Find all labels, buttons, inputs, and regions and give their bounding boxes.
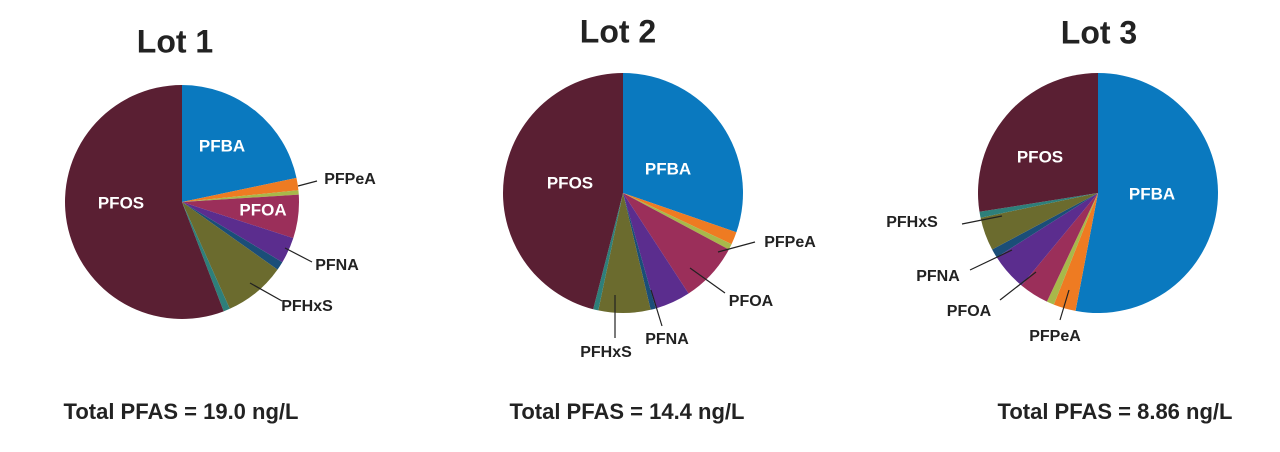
pie-slice xyxy=(1021,193,1098,302)
pie-slice xyxy=(623,193,737,245)
leader-line xyxy=(999,271,1037,301)
leader-line xyxy=(969,249,1013,271)
chart-title: Lot 1 xyxy=(137,23,213,59)
chart-title: Lot 2 xyxy=(580,13,656,49)
pie-slice xyxy=(996,193,1098,286)
slice-label: PFNA xyxy=(645,331,689,348)
pie-slice xyxy=(593,193,623,311)
leader-line xyxy=(689,267,726,294)
slice-label: PFOS xyxy=(1017,147,1063,166)
pie-slice xyxy=(1053,193,1098,311)
pie-slice xyxy=(182,202,230,312)
chart-subtitle: Total PFAS = 8.86 ng/L xyxy=(998,399,1233,424)
leader-line xyxy=(961,215,1003,225)
pie-slice xyxy=(992,193,1098,258)
leader-line xyxy=(650,289,663,327)
pie-slice xyxy=(182,202,283,270)
pie-slice xyxy=(502,73,623,310)
slice-label: PFHxS xyxy=(281,298,333,315)
slice-label: PFOA xyxy=(947,303,992,320)
pie-slice xyxy=(623,193,689,309)
pie-slice xyxy=(1075,73,1218,313)
pie-slice xyxy=(623,193,729,294)
slice-label: PFPeA xyxy=(764,234,816,251)
pie-slice xyxy=(980,193,1098,250)
slice-label: PFOS xyxy=(547,173,593,192)
slice-label: PFBA xyxy=(1129,184,1175,203)
slice-label: PFNA xyxy=(916,268,960,285)
leader-line xyxy=(249,282,283,302)
slice-label: PFOA xyxy=(239,200,286,219)
pie-slice xyxy=(623,193,732,250)
chart-subtitle: Total PFAS = 14.4 ng/L xyxy=(510,399,745,424)
leader-line xyxy=(717,241,756,253)
pie-slice xyxy=(598,193,651,313)
slice-label: PFPeA xyxy=(1029,328,1081,345)
pie-slice xyxy=(182,194,299,239)
slice-label: PFHxS xyxy=(886,214,938,231)
chart-subtitle: Total PFAS = 19.0 ng/L xyxy=(64,399,299,424)
slice-label: PFBA xyxy=(645,159,691,178)
pie-slice xyxy=(1046,193,1098,305)
chart-title: Lot 3 xyxy=(1061,14,1137,50)
slice-label: PFOS xyxy=(98,193,144,212)
slice-label: PFPeA xyxy=(324,171,376,188)
slice-label: PFNA xyxy=(315,257,359,274)
slice-label: PFHxS xyxy=(580,344,632,361)
pie-slice xyxy=(182,202,294,263)
pie-slice xyxy=(979,193,1098,218)
pie-slice xyxy=(623,193,656,310)
pie-slice xyxy=(978,73,1098,212)
pie-slice xyxy=(182,202,278,309)
leader-line xyxy=(297,180,318,187)
slice-label: PFBA xyxy=(199,136,245,155)
pie-slice xyxy=(182,85,297,202)
leader-line xyxy=(284,247,313,263)
slice-label: PFOA xyxy=(729,293,774,310)
pie-slice xyxy=(182,190,299,202)
leader-line xyxy=(1059,289,1070,321)
pie-slice xyxy=(182,177,299,202)
pie-slice xyxy=(65,85,224,319)
pie-slice xyxy=(623,73,744,233)
